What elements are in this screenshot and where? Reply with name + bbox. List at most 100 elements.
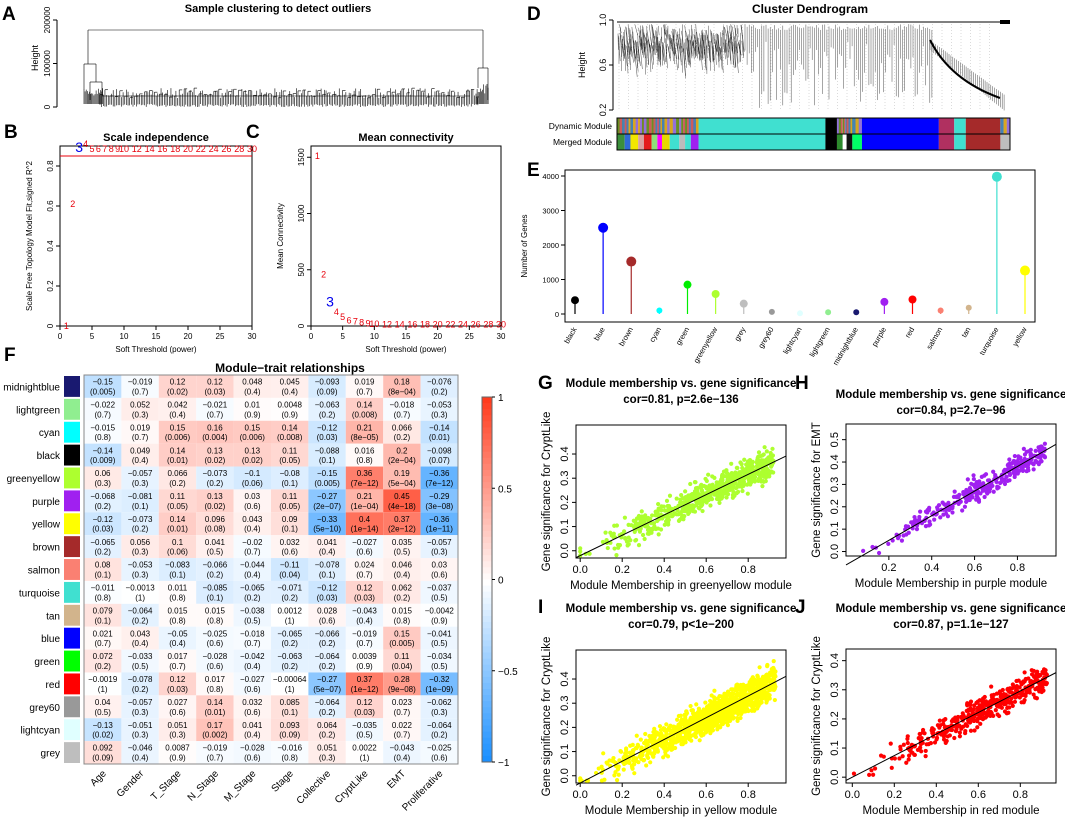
panel-f-cell-cor: 0.049 bbox=[130, 446, 151, 455]
panel-f-cell-cor: 0.11 bbox=[282, 446, 298, 455]
panel-f-cell-pvalue: (0.6) bbox=[244, 502, 261, 511]
panel-d-dynamic-block bbox=[699, 118, 826, 134]
panel-f-legend-step bbox=[482, 421, 492, 428]
panel-i-point bbox=[639, 738, 643, 742]
panel-i-point bbox=[749, 708, 753, 712]
panel-e-ytick-label: 3000 bbox=[542, 207, 559, 216]
panel-f-cell-cor: 0.0022 bbox=[352, 744, 377, 753]
panel-f-cell-cor: −0.078 bbox=[128, 675, 153, 684]
panel-c-point: 20 bbox=[433, 319, 443, 329]
panel-f-cell-pvalue: (0.2) bbox=[244, 593, 261, 602]
panel-g-point bbox=[654, 511, 658, 515]
panel-d-merged-block bbox=[685, 134, 691, 150]
panel-f-cell-cor: 0.16 bbox=[207, 423, 223, 432]
panel-b-xtick-label: 20 bbox=[184, 332, 193, 341]
panel-f-cell-pvalue: (0.03) bbox=[317, 593, 338, 602]
panel-g-point bbox=[719, 481, 723, 485]
panel-g-point bbox=[760, 453, 764, 457]
panel-h-point bbox=[980, 475, 984, 479]
panel-f-cell-pvalue: (1e−04) bbox=[351, 502, 379, 511]
panel-i-point bbox=[722, 715, 726, 719]
panel-f-cell-cor: 0.36 bbox=[357, 469, 373, 478]
panel-f-cell-pvalue: (0.7) bbox=[356, 387, 373, 396]
panel-j-point bbox=[1035, 670, 1039, 674]
panel-d-dynamic-stripe bbox=[662, 118, 665, 134]
panel-i-point bbox=[601, 751, 605, 755]
panel-i-xlabel: Module Membership in yellow module bbox=[585, 805, 777, 817]
panel-f-cell-pvalue: (0.08) bbox=[204, 525, 225, 534]
panel-f-cell-pvalue: (0.2) bbox=[431, 387, 448, 396]
panel-f-cell-cor: 0.13 bbox=[245, 446, 261, 455]
panel-j-xtick-label: 0.0 bbox=[845, 789, 860, 801]
panel-g-point bbox=[737, 474, 741, 478]
panel-g-point bbox=[699, 483, 703, 487]
panel-f-cell-pvalue: (0.5) bbox=[431, 639, 448, 648]
panel-g-point bbox=[638, 522, 642, 526]
panel-f-cell-cor: −0.0013 bbox=[126, 584, 156, 593]
panel-f-cell-cor: −0.05 bbox=[167, 629, 188, 638]
panel-e-point bbox=[938, 308, 944, 314]
panel-f-cell-pvalue: (0.7) bbox=[94, 410, 111, 419]
panel-f-cell-pvalue: (1) bbox=[135, 593, 145, 602]
panel-f-cell-cor: −0.15 bbox=[317, 469, 338, 478]
panel-d-merged-block bbox=[617, 134, 625, 150]
panel-f-cell-pvalue: (0.2) bbox=[94, 548, 111, 557]
panel-c-point: 6 bbox=[346, 315, 351, 325]
panel-f-legend-step bbox=[482, 671, 492, 678]
panel-f-cell-pvalue: (0.6) bbox=[244, 685, 261, 694]
panel-j-xtick-label: 0.4 bbox=[929, 789, 944, 801]
panel-i-point bbox=[708, 699, 712, 703]
panel-e-xtick-label: lightcyan bbox=[781, 326, 804, 356]
panel-e-point bbox=[1020, 266, 1030, 276]
panel-f-row-label: greenyellow bbox=[7, 474, 61, 485]
panel-h-point bbox=[861, 549, 865, 553]
panel-f-col-label: Proliferative bbox=[400, 768, 445, 813]
panel-b-xlabel: Soft Threshold (power) bbox=[115, 345, 197, 354]
panel-f-cell-pvalue: (0.6) bbox=[244, 754, 261, 763]
panel-i-point bbox=[634, 746, 638, 750]
panel-c-title: Mean connectivity bbox=[358, 132, 454, 144]
panel-f-cell-pvalue: (0.3) bbox=[132, 479, 149, 488]
panel-g-point bbox=[682, 509, 686, 513]
panel-g-point bbox=[722, 470, 726, 474]
panel-j-ytick-label: 0.3 bbox=[829, 682, 841, 697]
panel-g-xtick-label: 0.2 bbox=[615, 564, 630, 576]
panel-f-cell-pvalue: (7e−12) bbox=[351, 479, 379, 488]
panel-f-legend-step bbox=[482, 604, 492, 611]
panel-f-cell-pvalue: (0.2) bbox=[319, 662, 336, 671]
panel-i-point bbox=[622, 762, 626, 766]
panel-h-point bbox=[975, 483, 979, 487]
panel-i-ytick-label: 0.2 bbox=[559, 720, 571, 735]
panel-f-cell-pvalue: (0.1) bbox=[207, 593, 224, 602]
panel-j-point bbox=[1004, 701, 1008, 705]
panel-g-point bbox=[668, 494, 672, 498]
figure-canvas: Sample clustering to detect outliersHeig… bbox=[0, 0, 1065, 836]
panel-d-dynamic-stripe bbox=[850, 118, 852, 134]
panel-d-branch bbox=[658, 26, 659, 35]
panel-i-point bbox=[635, 734, 639, 738]
panel-f-cell-cor: 0.019 bbox=[354, 378, 375, 387]
panel-d-dynamic-stripe bbox=[687, 118, 689, 134]
panel-f-cell-cor: −0.025 bbox=[427, 744, 452, 753]
panel-e-point bbox=[598, 223, 608, 233]
panel-f-legend-step bbox=[482, 537, 492, 544]
panel-g-point bbox=[675, 496, 679, 500]
panel-c-point: 18 bbox=[420, 319, 430, 329]
panel-i-point bbox=[643, 741, 647, 745]
panel-g-point bbox=[714, 493, 718, 497]
panel-f-cell-pvalue: (0.6) bbox=[244, 708, 261, 717]
panel-f-cell-cor: 0.14 bbox=[207, 698, 223, 707]
panel-i-point bbox=[682, 736, 686, 740]
panel-f-cell-pvalue: (0.6) bbox=[356, 548, 373, 557]
panel-g-point bbox=[693, 480, 697, 484]
panel-f-cell-pvalue: (0.4) bbox=[132, 754, 149, 763]
panel-j-point bbox=[936, 723, 940, 727]
panel-i-point bbox=[738, 716, 742, 720]
panel-f-cell-pvalue: (0.2) bbox=[319, 731, 336, 740]
panel-h-point bbox=[953, 489, 957, 493]
panel-i-point bbox=[705, 728, 709, 732]
panel-h-point bbox=[950, 510, 954, 514]
panel-h-point bbox=[1022, 447, 1026, 451]
panel-d-dynamic-stripe bbox=[667, 118, 670, 134]
panel-f-cell-cor: 0.12 bbox=[170, 378, 186, 387]
